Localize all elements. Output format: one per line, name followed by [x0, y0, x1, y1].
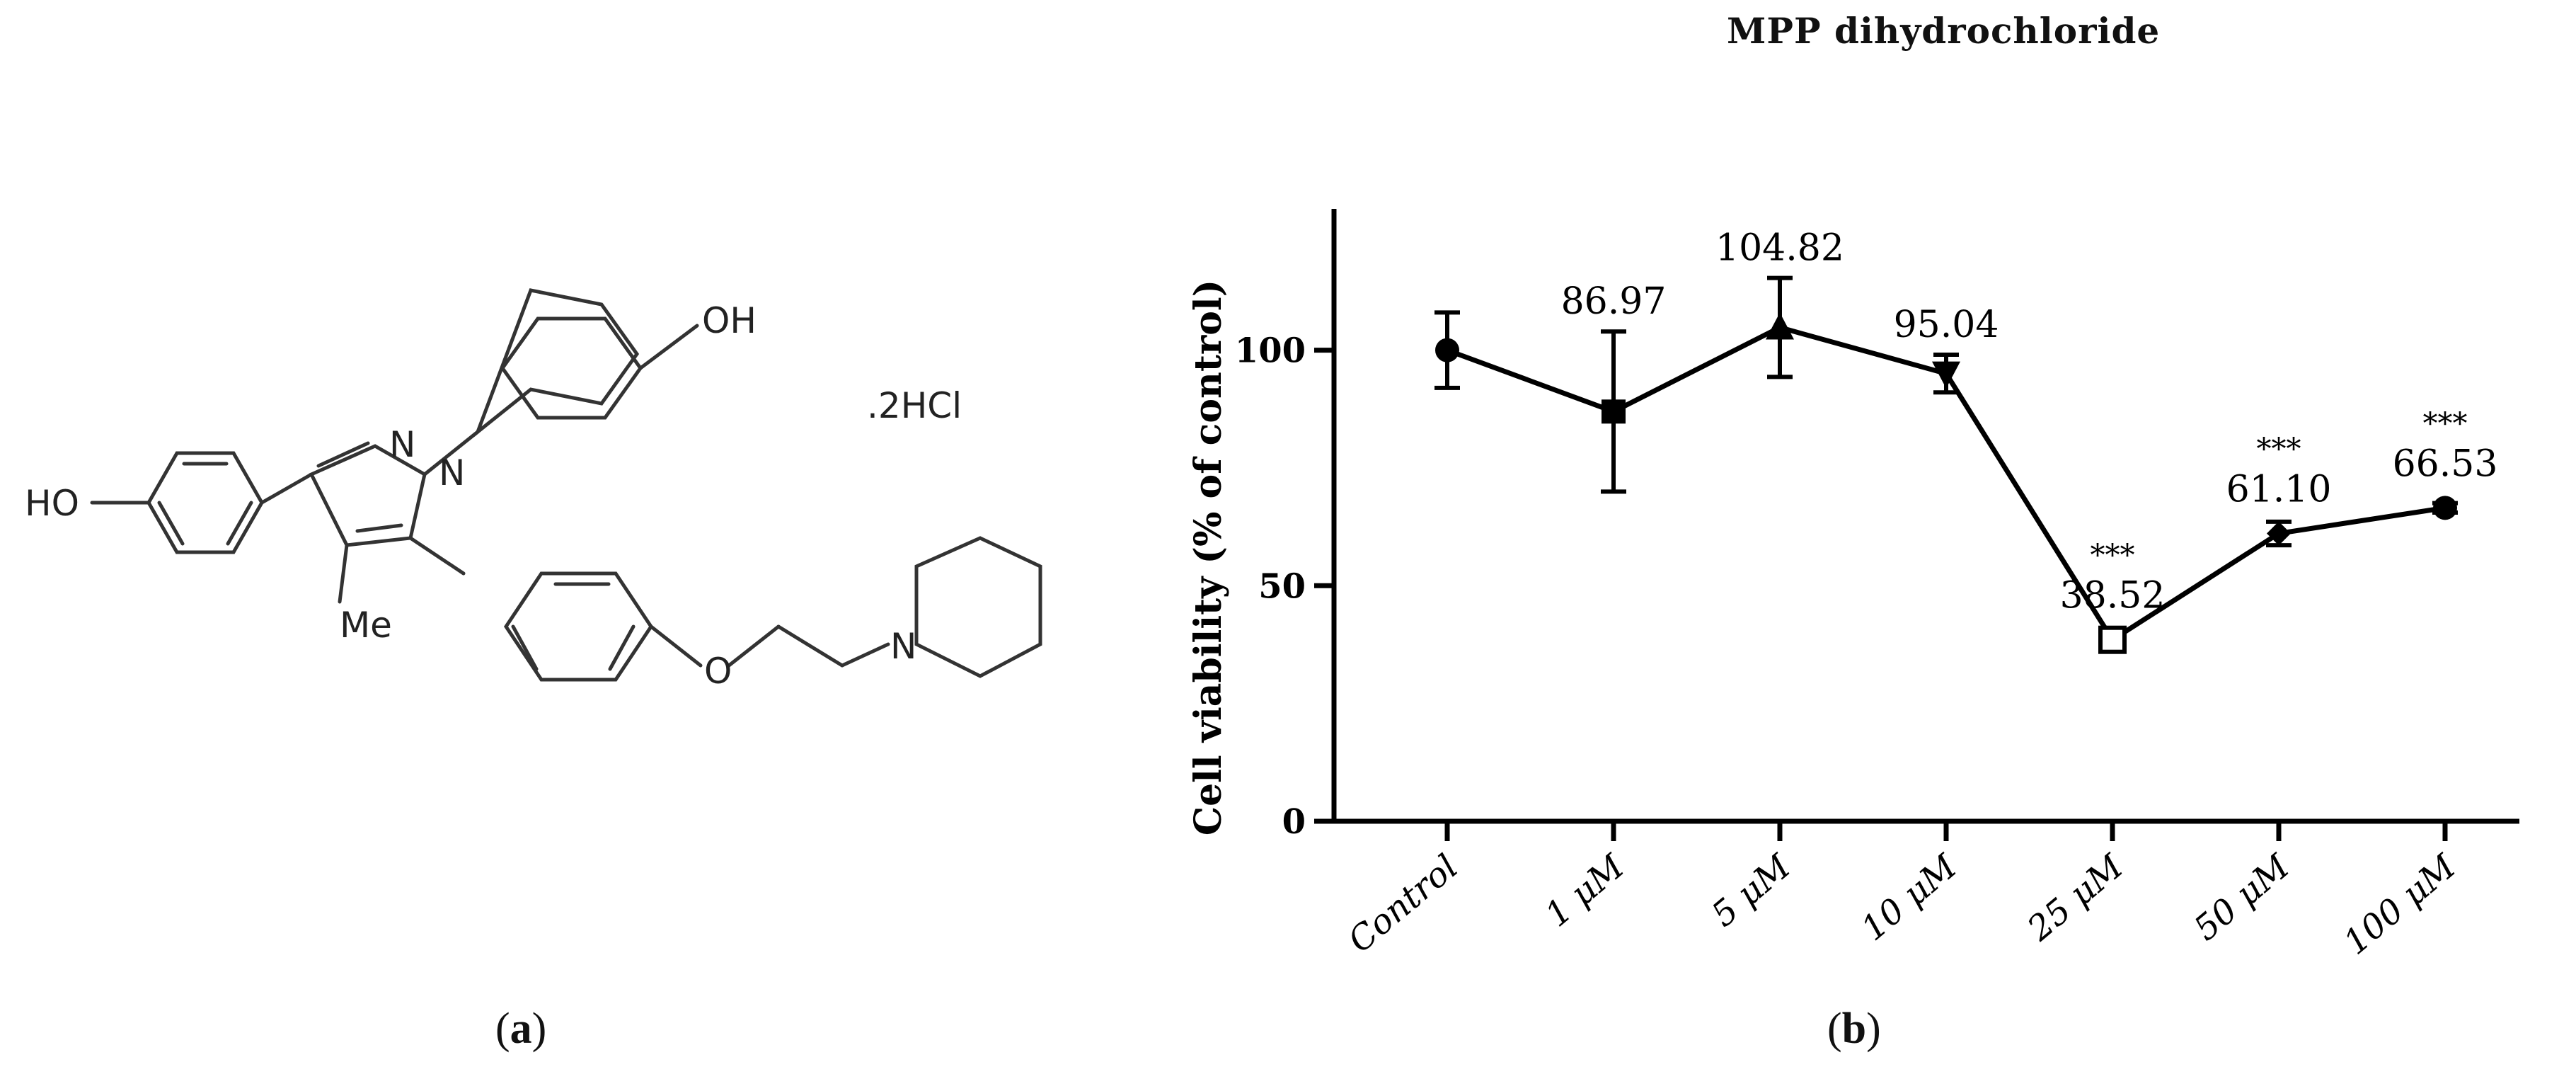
x-tick-label: 50 μM: [2187, 846, 2298, 949]
panel-a-label: (a): [495, 1005, 547, 1053]
data-point: [2433, 496, 2457, 520]
significance-marker: ***: [2423, 406, 2468, 440]
data-point: [2098, 625, 2127, 654]
data-point: [1766, 312, 1794, 340]
oxygen-label: O: [704, 651, 732, 692]
x-tick-label: 1 μM: [1538, 846, 1633, 935]
data-point: [2267, 521, 2291, 546]
n-piperidine-label: N: [890, 626, 916, 667]
x-tick-label: 10 μM: [1854, 846, 1965, 949]
x-tick-label: Control: [1341, 847, 1466, 961]
data-label: 86.97: [1561, 280, 1667, 323]
n2-label: N: [389, 424, 415, 465]
methyl-label: Me: [340, 605, 392, 646]
data-label: 66.53: [2393, 442, 2498, 485]
ho-left-label: HO: [25, 483, 79, 524]
y-tick-label: 50: [1258, 566, 1306, 606]
significance-marker: ***: [2091, 538, 2135, 573]
data-label: 95.04: [1894, 304, 1999, 346]
y-axis-title: Cell viability (% of control): [1187, 280, 1230, 836]
y-tick-label: 100: [1235, 331, 1306, 371]
data-point: [1435, 338, 1459, 362]
panel-b-label: (b): [1827, 1005, 1881, 1053]
y-tick-label: 0: [1282, 802, 1306, 842]
x-tick-label: 100 μM: [2336, 846, 2464, 962]
data-point: [1932, 361, 1960, 389]
salt-label: .2HCl: [867, 385, 962, 426]
data-point: [1602, 399, 1626, 424]
data-label: 61.10: [2226, 468, 2332, 510]
data-label: 104.82: [1715, 227, 1844, 270]
x-tick-label: 5 μM: [1704, 846, 1799, 935]
chart-title: MPP dihydrochloride: [1727, 10, 2161, 52]
data-label: 38.52: [2060, 575, 2166, 617]
n1-label: N: [439, 452, 465, 493]
significance-marker: ***: [2257, 431, 2301, 466]
oh-top-label: OH: [702, 300, 757, 341]
chemical-structure: OH HO N N Me O N .2HCl: [25, 288, 1042, 692]
x-tick-label: 25 μM: [2020, 846, 2132, 949]
